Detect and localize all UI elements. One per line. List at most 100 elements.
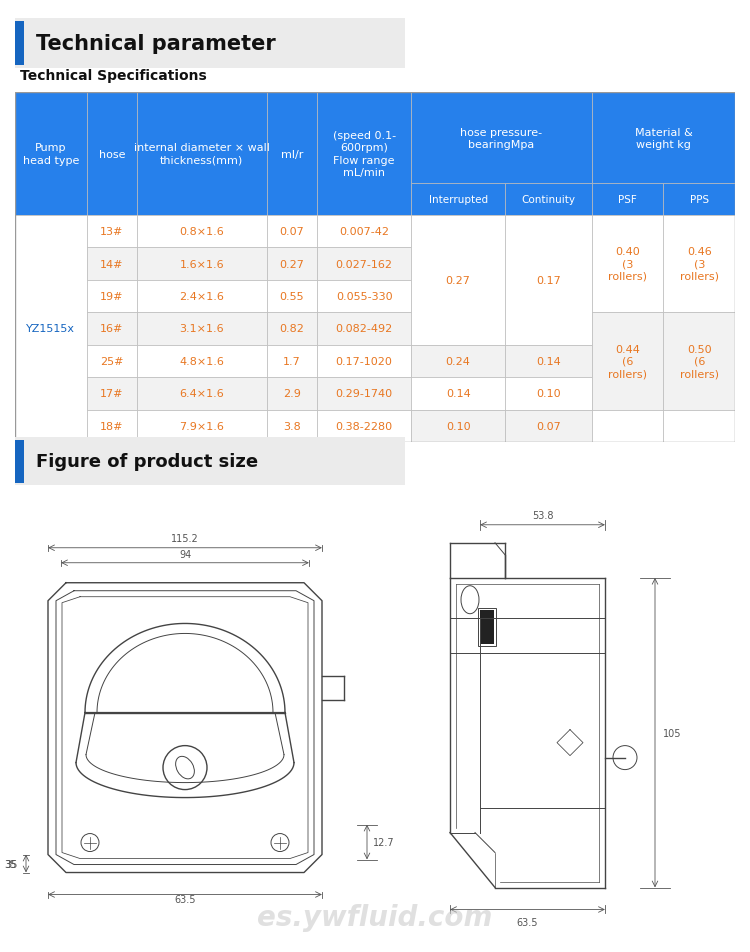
Bar [317, 248, 411, 281]
Text: 0.46
(3
rollers): 0.46 (3 rollers) [680, 247, 718, 282]
Text: 14#: 14# [100, 259, 124, 269]
Bar [317, 410, 411, 443]
Text: 0.8×1.6: 0.8×1.6 [179, 227, 224, 237]
Text: 0.17: 0.17 [536, 275, 561, 286]
Bar [317, 93, 411, 215]
Bar [506, 346, 592, 378]
Text: Figure of product size: Figure of product size [37, 453, 259, 470]
Text: 0.17-1020: 0.17-1020 [336, 357, 392, 367]
Text: 35: 35 [4, 859, 16, 868]
Text: 1.7: 1.7 [283, 357, 301, 367]
Text: 16#: 16# [100, 324, 124, 334]
Text: 0.27: 0.27 [446, 275, 470, 286]
Text: 0.07: 0.07 [536, 422, 561, 431]
Text: internal diameter × wall
thickness(mm): internal diameter × wall thickness(mm) [134, 143, 270, 166]
Bar [137, 281, 266, 313]
Bar [266, 248, 317, 281]
Bar [664, 184, 735, 215]
Bar [411, 93, 592, 184]
Bar [137, 378, 266, 410]
Text: 19#: 19# [100, 291, 124, 302]
Text: 0.44
(6
rollers): 0.44 (6 rollers) [608, 345, 647, 379]
Text: 0.007-42: 0.007-42 [339, 227, 389, 237]
Text: 18#: 18# [100, 422, 124, 431]
Bar [664, 215, 735, 313]
Text: 63.5: 63.5 [174, 895, 196, 904]
Bar [592, 410, 664, 443]
Bar [317, 215, 411, 248]
Bar [15, 93, 86, 215]
Text: 0.14: 0.14 [446, 389, 470, 399]
Bar [266, 93, 317, 215]
Bar [317, 378, 411, 410]
Bar [86, 378, 137, 410]
Text: 7.9×1.6: 7.9×1.6 [179, 422, 224, 431]
Text: hose pressure-
bearingMpa: hose pressure- bearingMpa [460, 128, 542, 149]
Text: 0.055-330: 0.055-330 [336, 291, 392, 302]
Bar [317, 313, 411, 346]
Bar [137, 346, 266, 378]
Bar [411, 215, 506, 346]
Text: PPS: PPS [690, 195, 709, 205]
Text: 0.027-162: 0.027-162 [335, 259, 392, 269]
Text: 53.8: 53.8 [532, 510, 554, 520]
Text: 6.4×1.6: 6.4×1.6 [179, 389, 224, 399]
Text: 0.38-2280: 0.38-2280 [335, 422, 393, 431]
Bar [137, 313, 266, 346]
Bar [506, 410, 592, 443]
Bar [86, 346, 137, 378]
Bar [506, 215, 592, 346]
Text: 0.82: 0.82 [280, 324, 304, 334]
Text: (speed 0.1-
600rpm)
Flow range
mL/min: (speed 0.1- 600rpm) Flow range mL/min [332, 130, 396, 178]
Bar [317, 346, 411, 378]
Text: 4.8×1.6: 4.8×1.6 [179, 357, 224, 367]
Text: 0.24: 0.24 [446, 357, 470, 367]
Text: 0.14: 0.14 [536, 357, 561, 367]
Bar [15, 22, 23, 66]
Text: ml/r: ml/r [280, 149, 303, 159]
Text: 0.55: 0.55 [280, 291, 304, 302]
Bar [478, 608, 496, 646]
Text: 25#: 25# [100, 357, 124, 367]
Text: 0.10: 0.10 [536, 389, 561, 399]
Text: Technical Specifications: Technical Specifications [20, 69, 206, 84]
Text: 0.50
(6
rollers): 0.50 (6 rollers) [680, 345, 718, 379]
Text: 115.2: 115.2 [171, 533, 199, 544]
Text: Technical parameter: Technical parameter [37, 34, 276, 53]
Text: YZ1515x: YZ1515x [26, 324, 75, 334]
Bar [86, 281, 137, 313]
Bar [137, 93, 266, 215]
Bar [592, 93, 735, 184]
Text: 17#: 17# [100, 389, 124, 399]
Bar [86, 410, 137, 443]
Bar [86, 248, 137, 281]
Text: 94: 94 [178, 549, 191, 559]
Text: Continuity: Continuity [521, 195, 575, 205]
Bar [411, 184, 506, 215]
Text: 35: 35 [6, 859, 18, 868]
Text: hose: hose [98, 149, 125, 159]
Bar [664, 313, 735, 410]
Bar [266, 378, 317, 410]
Text: Interrupted: Interrupted [428, 195, 488, 205]
Bar [411, 378, 506, 410]
Text: 3.1×1.6: 3.1×1.6 [179, 324, 224, 334]
Bar [266, 346, 317, 378]
Bar [592, 313, 664, 410]
Text: 3.8: 3.8 [283, 422, 301, 431]
Bar [137, 248, 266, 281]
Text: 0.40
(3
rollers): 0.40 (3 rollers) [608, 247, 647, 282]
Text: 12.7: 12.7 [373, 837, 394, 847]
Text: PSF: PSF [618, 195, 637, 205]
Bar [86, 215, 137, 248]
Bar [137, 410, 266, 443]
Bar [266, 215, 317, 248]
Text: 13#: 13# [100, 227, 124, 237]
Bar [137, 215, 266, 248]
Text: 0.10: 0.10 [446, 422, 470, 431]
Text: Material &
weight kg: Material & weight kg [634, 128, 692, 149]
FancyBboxPatch shape [3, 436, 417, 487]
FancyBboxPatch shape [3, 17, 417, 70]
Bar [266, 281, 317, 313]
Text: 2.9: 2.9 [283, 389, 301, 399]
